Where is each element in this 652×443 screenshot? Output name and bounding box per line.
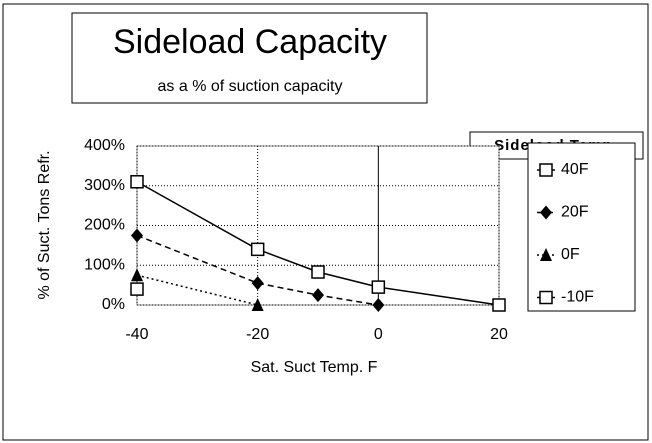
chart-subtitle: as a % of suction capacity <box>158 78 343 95</box>
legend-marker <box>540 205 552 220</box>
y-tick-label: 0% <box>102 296 125 313</box>
title-box <box>71 12 428 104</box>
data-point <box>130 282 144 296</box>
data-point <box>131 268 143 282</box>
data-point <box>312 288 324 303</box>
legend-marker <box>539 163 553 177</box>
legend-marker <box>539 290 553 305</box>
data-point <box>130 175 144 189</box>
data-point <box>371 280 386 294</box>
y-tick-label: 300% <box>84 177 125 194</box>
x-tick-label: 0 <box>374 326 383 343</box>
series-line <box>136 274 258 306</box>
data-point <box>251 298 264 311</box>
chart-title: Sideload Capacity <box>113 23 387 61</box>
legend-marker <box>540 248 552 261</box>
data-point <box>492 298 506 312</box>
x-tick-label: -40 <box>125 326 148 343</box>
series-line <box>136 234 379 306</box>
data-point <box>372 298 385 312</box>
x-tick-label: -20 <box>246 326 269 343</box>
data-point <box>131 228 143 243</box>
legend-label: 20F <box>561 204 589 221</box>
y-tick-label: 400% <box>84 137 125 154</box>
x-axis-label: Sat. Suct Temp. F <box>251 359 378 376</box>
data-point <box>311 265 325 279</box>
legend-label: 0F <box>561 246 580 263</box>
y-tick-label: 100% <box>84 256 125 273</box>
legend-label: -10F <box>561 289 594 306</box>
data-point <box>251 276 264 291</box>
x-tick-label: 20 <box>490 326 508 343</box>
legend-label: 40F <box>561 161 589 178</box>
y-tick-label: 200% <box>84 217 125 234</box>
data-point <box>250 242 265 257</box>
y-axis-label: % of Suct. Tons Refr. <box>36 150 53 299</box>
